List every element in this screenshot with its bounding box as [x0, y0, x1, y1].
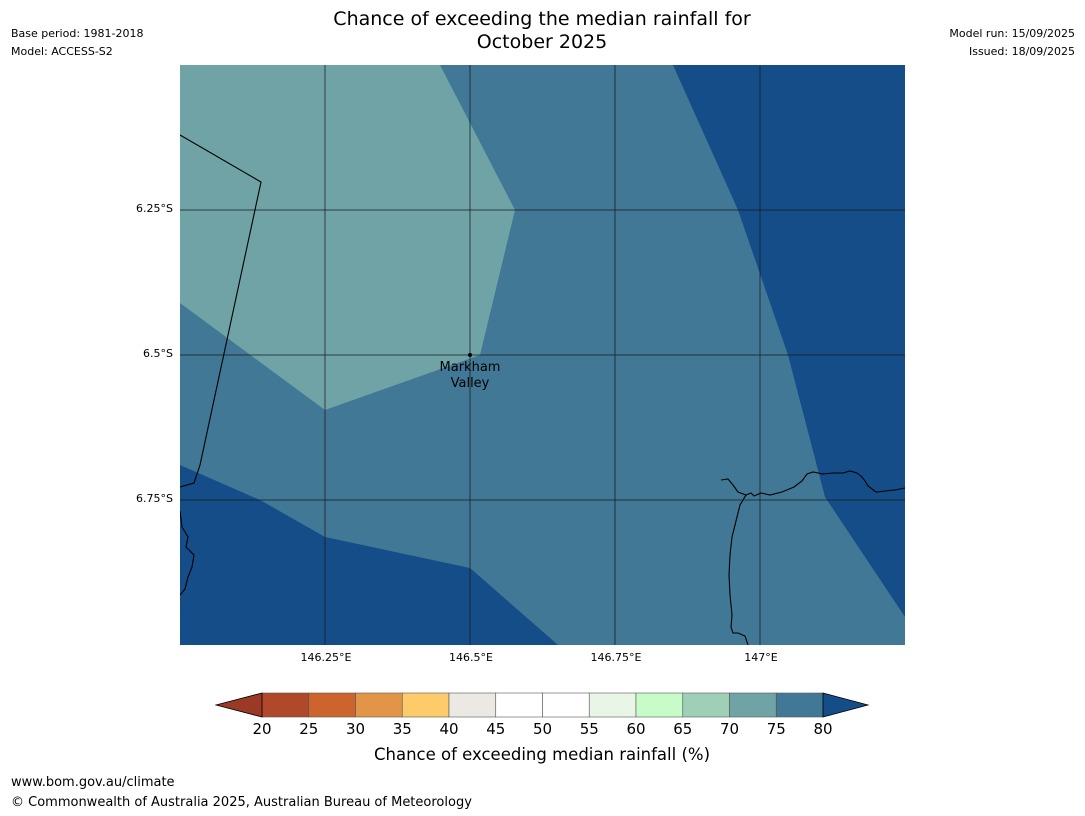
place-name-line-1: Markham: [439, 360, 501, 375]
colorbar-tick: 60: [626, 720, 646, 738]
location-marker: [468, 353, 472, 357]
colorbar-label: Chance of exceeding median rainfall (%): [373, 745, 711, 764]
colorbar-tick: 20: [252, 720, 272, 738]
zone-70-75: [180, 65, 515, 410]
colorbar-box: [448, 692, 497, 718]
zone-80-plus-east: [673, 65, 905, 617]
colorbar-tick: 40: [439, 720, 459, 738]
model-run-text: Model run: 15/09/2025: [949, 27, 1075, 40]
lat-label: 6.75°S: [136, 492, 173, 505]
colorbar-box: [635, 692, 684, 718]
colorbar-box: [401, 692, 450, 718]
lon-label: 146.75°E: [590, 651, 642, 664]
colorbar-box: [775, 692, 824, 718]
chart-title: Chance of exceeding the median rainfall …: [242, 8, 842, 54]
colorbar-tick: 25: [299, 720, 319, 738]
colorbar-tick: 80: [813, 720, 833, 738]
lon-label: 146.25°E: [300, 651, 352, 664]
colorbar-tick: 50: [532, 720, 553, 738]
lat-label: 6.5°S: [143, 347, 173, 360]
lon-label: 146.5°E: [449, 651, 493, 664]
metadata-left: Base period: 1981-2018 Model: ACCESS-S2: [11, 25, 143, 61]
colorbar-box: [308, 692, 356, 718]
colorbar-tick: 70: [719, 720, 740, 738]
colorbar-box: [261, 692, 310, 718]
zone-80-plus-southwest: [180, 465, 558, 645]
coastline-east: [720, 470, 905, 497]
colorbar-under-arrow: [214, 692, 263, 718]
place-label: Markham Valley: [420, 360, 520, 392]
lat-label: 6.25°S: [136, 202, 173, 215]
border-line: [180, 134, 262, 488]
colorbar-box: [355, 692, 403, 718]
colorbar-tick: 75: [766, 720, 786, 738]
colorbar-tick: 35: [392, 720, 412, 738]
colorbar-tick: 30: [345, 720, 366, 738]
metadata-right: Model run: 15/09/2025 Issued: 18/09/2025: [949, 25, 1075, 61]
footer-copyright: © Commonwealth of Australia 2025, Austra…: [11, 795, 472, 810]
coastline-inlet: [728, 494, 749, 645]
colorbar-box: [729, 692, 777, 718]
colorbar-box: [588, 692, 637, 718]
colorbar-over-arrow: [822, 692, 870, 718]
coastlines: [180, 134, 905, 645]
place-name-line-2: Valley: [450, 376, 490, 391]
colorbar-boxes: [261, 692, 824, 718]
footer-url[interactable]: www.bom.gov.au/climate: [11, 775, 175, 790]
coastline-west: [180, 510, 195, 596]
base-period-text: Base period: 1981-2018: [11, 27, 144, 40]
colorbar-tick: 55: [579, 720, 599, 738]
lon-label: 147°E: [744, 651, 778, 664]
colorbar-box: [682, 692, 730, 718]
colorbar-tick: 65: [673, 720, 693, 738]
title-line-2: October 2025: [476, 31, 608, 53]
colorbar-tick: 45: [486, 720, 506, 738]
issued-text: Issued: 18/09/2025: [968, 45, 1075, 58]
colorbar-box: [495, 692, 543, 718]
model-text: Model: ACCESS-S2: [11, 45, 113, 58]
title-line-1: Chance of exceeding the median rainfall …: [333, 8, 751, 30]
colorbar-box: [542, 692, 590, 718]
rainfall-map: [180, 65, 905, 645]
